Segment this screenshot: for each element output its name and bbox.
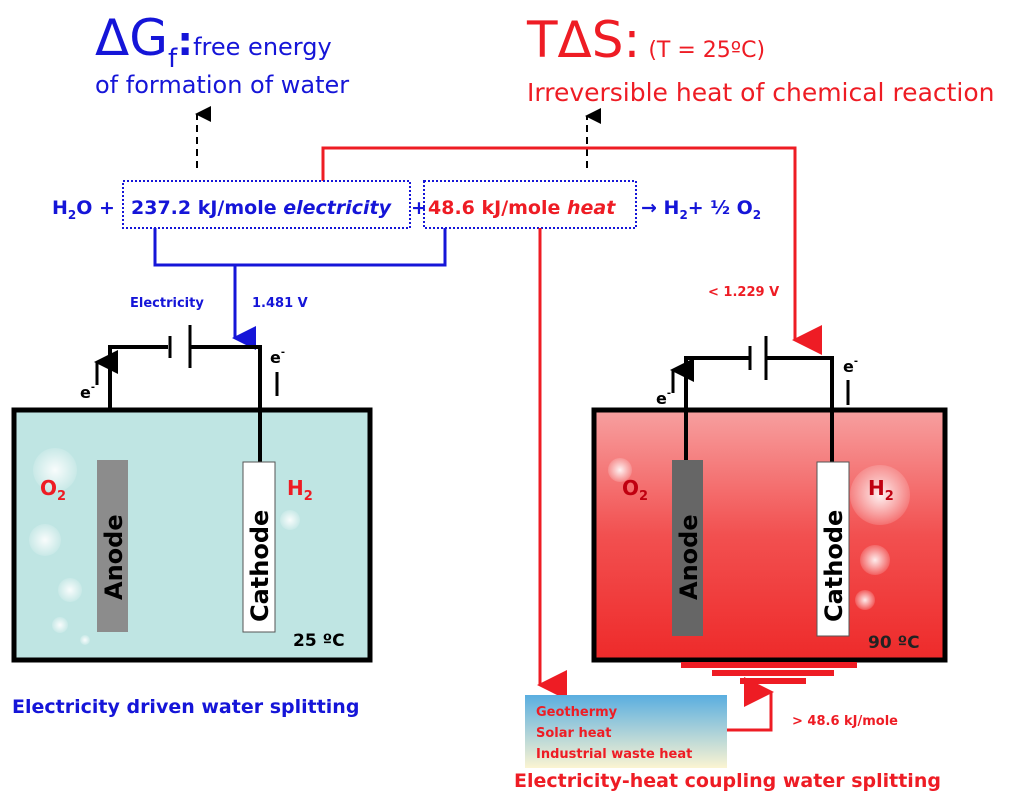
electricity-bracket — [153, 228, 447, 267]
right-cathode — [816, 461, 850, 637]
left-water-tank — [11, 407, 373, 663]
left-cathode — [242, 461, 276, 633]
heat-source-item: Geothermy — [536, 705, 618, 720]
left-electron-cathode: e- — [270, 347, 285, 367]
heat-source-item: Industrial waste heat — [536, 747, 692, 762]
left-caption: Electricity driven water splitting — [12, 696, 359, 718]
right-voltage: < 1.229 V — [708, 285, 779, 300]
right-cell: Anode Cathode O2 H2 90 ºC e- e- — [591, 336, 948, 732]
heat-line-to-right-cell — [321, 146, 822, 355]
left-title: ΔGf:free energy — [95, 9, 332, 74]
left-voltage: 1.481 V — [252, 296, 308, 311]
electricity-label: Electricity — [130, 296, 204, 311]
right-o2-label: O2 — [622, 476, 648, 504]
right-water-tank — [591, 407, 948, 663]
right-cathode-label: Cathode — [820, 510, 848, 622]
right-title-line2: Irreversible heat of chemical reaction — [527, 78, 995, 107]
left-cathode-label: Cathode — [246, 510, 274, 622]
equation: H2O + 237.2 kJ/mole electricity + 48.6 k… — [52, 197, 761, 222]
left-temperature: 25 ºC — [293, 631, 345, 651]
left-anode — [97, 460, 128, 632]
right-caption: Electricity-heat coupling water splittin… — [514, 770, 941, 792]
electricity-box — [122, 180, 411, 229]
left-electron-anode: e- — [80, 382, 95, 402]
left-h2-label: H2 — [287, 476, 313, 504]
left-title-line2: of formation of water — [95, 71, 349, 99]
right-h2-label: H2 — [868, 476, 894, 504]
right-anode-label: Anode — [675, 514, 703, 600]
heat-input-label: > 48.6 kJ/mole — [792, 714, 898, 729]
heat-sources-box — [525, 695, 727, 768]
right-anode — [672, 460, 703, 636]
right-temperature: 90 ºC — [868, 633, 920, 653]
left-cell: Anode Cathode O2 H2 25 ºC e- e- — [11, 325, 373, 663]
right-electron-cathode: e- — [843, 356, 858, 376]
right-electron-anode: e- — [656, 388, 671, 408]
heater-bar — [681, 662, 857, 668]
heater-bar — [712, 670, 834, 676]
left-o2-label: O2 — [40, 476, 66, 504]
heat-box — [423, 180, 637, 229]
heater-bar — [740, 678, 806, 684]
right-title: TΔS: (T = 25ºC) — [526, 11, 765, 69]
heat-source-item: Solar heat — [536, 726, 612, 741]
left-anode-label: Anode — [100, 514, 128, 600]
